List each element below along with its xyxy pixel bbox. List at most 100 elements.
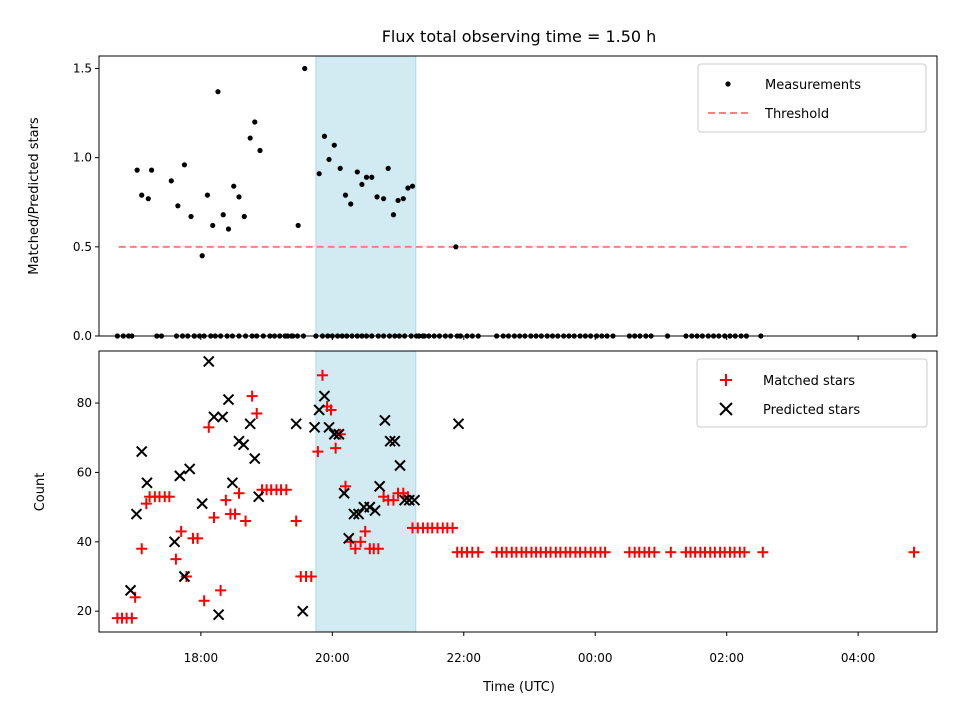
- bottom-y-axis-label: Count: [33, 473, 48, 512]
- bottom-ytick-label: 20: [77, 604, 92, 618]
- measurement-point: [231, 183, 237, 189]
- matched-star-point: [312, 446, 324, 458]
- predicted-star-point: [297, 605, 309, 617]
- measurement-point: [210, 222, 216, 229]
- bottom-xtick-label: 00:00: [578, 651, 613, 665]
- matched-star-point: [251, 407, 263, 419]
- matched-star-point: [757, 546, 769, 558]
- top-legend-box: [697, 63, 927, 133]
- matched-star-point: [140, 498, 152, 510]
- matched-star-point: [246, 390, 258, 402]
- measurement-point: [236, 194, 242, 200]
- top-ytick-label: 0.0: [73, 329, 92, 343]
- predicted-star-point: [379, 414, 391, 427]
- matched-star-point: [233, 487, 245, 499]
- top-ytick-label: 1.0: [73, 151, 92, 165]
- legend-label-matched: Matched stars: [763, 374, 855, 389]
- predicted-star-point: [352, 508, 365, 520]
- predicted-star-point: [222, 393, 235, 406]
- matched-star-point: [240, 515, 252, 527]
- predicted-star-point: [348, 508, 360, 520]
- count-points: [111, 355, 920, 624]
- bottom-ytick-label: 40: [77, 535, 92, 549]
- measurement-point: [215, 89, 221, 95]
- measurement-point: [409, 183, 416, 189]
- matched-star-point: [203, 421, 215, 433]
- measurement-point: [369, 174, 375, 180]
- measurement-point: [148, 167, 155, 173]
- predicted-star-point: [333, 428, 345, 440]
- bottom-legend: Matched stars Predicted stars: [696, 358, 928, 428]
- predicted-star-point: [398, 494, 411, 506]
- measurement-point: [359, 181, 365, 188]
- matched-star-point: [180, 570, 192, 582]
- matched-star-point: [330, 442, 342, 454]
- predicted-star-point: [328, 428, 341, 440]
- predicted-star-point: [216, 411, 229, 423]
- bottom-xtick-label: 18:00: [184, 651, 219, 665]
- measurement-point: [337, 165, 343, 171]
- measurement-point: [400, 196, 406, 202]
- predicted-star-point: [174, 470, 186, 482]
- predicted-star-point: [394, 459, 406, 472]
- bottom-legend-box: [696, 358, 928, 428]
- matched-star-point: [163, 491, 175, 503]
- matched-star-point: [192, 532, 204, 544]
- predicted-star-point: [141, 477, 153, 489]
- measurement-point: [188, 213, 194, 220]
- predicted-star-point: [212, 608, 225, 621]
- top-ytick-label: 0.5: [73, 240, 92, 254]
- measurement-point: [134, 167, 140, 173]
- top-shaded-span: [315, 55, 417, 337]
- bottom-xtick-label: 02:00: [709, 651, 744, 665]
- matched-star-point: [387, 494, 399, 506]
- top-y-ticks: 0.0 0.5 1.0 1.5: [73, 61, 99, 343]
- predicted-star-point: [369, 504, 381, 517]
- measurement-point: [405, 185, 411, 191]
- matched-star-point: [339, 480, 351, 492]
- bottom-shaded-span: [315, 350, 417, 633]
- predicted-star-point: [452, 418, 465, 430]
- top-panel: 0.0 0.5 1.0 1.5 Matched/Predicted stars Mea…: [27, 55, 938, 343]
- matched-star-point: [648, 546, 660, 558]
- predicted-star-point: [178, 570, 191, 583]
- matched-star-point: [126, 612, 138, 624]
- measurement-point: [453, 244, 459, 250]
- predicted-star-point: [338, 487, 350, 499]
- matched-star-point: [198, 595, 210, 607]
- chart-title: Flux total observing time = 1.50 h: [382, 27, 657, 46]
- bottom-x-ticks: 18:00 20:00 22:00 00:00 02:00 04:00: [184, 632, 875, 665]
- matched-star-point: [908, 546, 920, 558]
- legend-label-threshold: Threshold: [764, 107, 829, 122]
- measurement-point: [181, 162, 188, 168]
- matched-star-point: [372, 543, 384, 555]
- matched-star-point: [129, 591, 141, 603]
- predicted-star-point: [253, 490, 265, 503]
- top-ytick-label: 1.5: [73, 61, 92, 75]
- matched-star-point: [229, 508, 241, 520]
- top-x-ticks: [200, 336, 859, 340]
- predicted-star-point: [313, 404, 325, 416]
- measurement-point: [252, 119, 258, 125]
- measurement-point: [348, 201, 354, 207]
- predicted-star-point: [130, 508, 143, 520]
- measurement-point: [199, 253, 205, 259]
- measurement-point: [225, 226, 232, 232]
- predicted-star-point: [249, 452, 261, 465]
- measurement-point: [363, 174, 370, 180]
- matched-star-point: [447, 522, 459, 534]
- x-axis-label: Time (UTC): [482, 680, 555, 695]
- predicted-star-point: [323, 421, 335, 434]
- top-axes-frame: [98, 55, 938, 337]
- predicted-star-point: [290, 418, 302, 430]
- predicted-star-point: [136, 445, 148, 458]
- measurement-point: [321, 133, 328, 139]
- bottom-ytick-label: 60: [77, 465, 92, 479]
- predicted-star-point: [168, 536, 181, 548]
- legend-marker-predicted: [719, 402, 733, 416]
- predicted-star-point: [183, 463, 196, 475]
- measurement-point: [145, 196, 151, 202]
- measurement-point: [385, 165, 391, 171]
